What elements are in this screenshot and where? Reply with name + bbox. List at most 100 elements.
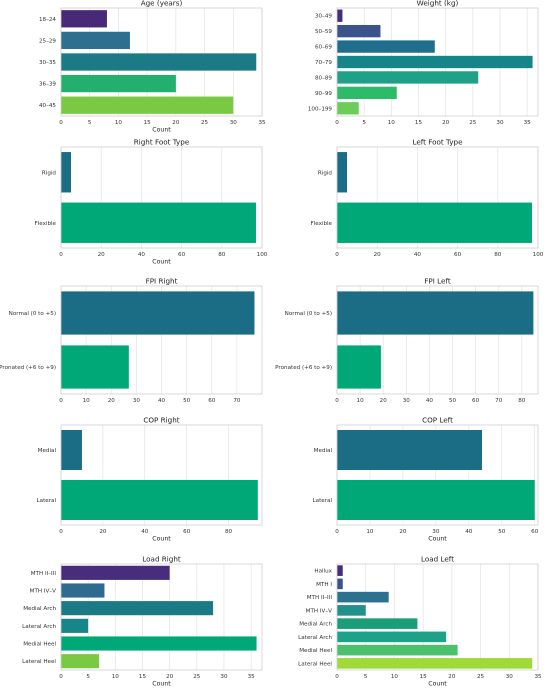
y-tick-label: Pronated (+6 to +9) — [275, 365, 332, 371]
bar — [61, 636, 257, 651]
x-tick-label: 80 — [494, 252, 502, 258]
x-tick-label: 20 — [99, 529, 107, 535]
x-tick-label: 10 — [83, 398, 91, 404]
bar — [61, 480, 258, 520]
y-tick-label: 60–69 — [315, 45, 332, 51]
x-tick-label: 50 — [449, 398, 457, 404]
bar — [61, 96, 234, 114]
bar — [61, 601, 214, 616]
chart-panel-9: Load Right 0 5 10 15 20 25 30 35 MTH II–III MTH IV… — [22, 555, 263, 688]
x-tick-label: 30 — [432, 529, 440, 535]
x-axis-label: Count — [428, 681, 447, 688]
x-tick-label: 40 — [141, 529, 149, 535]
chart-panel-4: Left Foot Type 0 20 40 60 80 100 Rigid Flexible — [310, 138, 543, 259]
y-tick-label: Lateral Heel — [298, 661, 332, 667]
y-tick-label: Lateral Arch — [298, 635, 332, 641]
bar — [337, 591, 389, 603]
chart-panel-2: Weight (kg) 0 5 10 15 20 25 30 35 30–49 50–59 60–69… — [308, 0, 539, 126]
bar — [337, 71, 479, 84]
bar — [61, 291, 255, 335]
x-tick-label: 30 — [220, 674, 228, 680]
x-tick-label: 50 — [183, 398, 191, 404]
y-tick-label: Flexible — [34, 221, 56, 227]
y-tick-label: 90–99 — [315, 91, 332, 97]
x-tick-label: 15 — [420, 674, 428, 680]
x-tick-label: 30 — [496, 120, 504, 126]
x-tick-label: 60 — [531, 529, 539, 535]
bar — [337, 631, 447, 643]
y-tick-label: 40–45 — [39, 103, 56, 109]
y-tick-label: 100–199 — [308, 106, 333, 112]
chart-title: Left Foot Type — [412, 138, 463, 147]
bar — [61, 583, 105, 598]
x-tick-label: 80 — [225, 529, 233, 535]
y-tick-label: Lateral Heel — [22, 659, 56, 665]
y-tick-label: 50–59 — [315, 29, 332, 35]
bar — [61, 53, 257, 71]
x-tick-label: 40 — [426, 398, 434, 404]
chart-title: Weight (kg) — [417, 0, 459, 8]
bar — [337, 202, 532, 243]
y-tick-label: 30–49 — [315, 14, 332, 20]
x-tick-label: 0 — [335, 252, 339, 258]
plot-frame — [336, 285, 539, 395]
plot-frame — [336, 563, 539, 671]
x-tick-label: 100 — [533, 252, 544, 258]
y-tick-label: 70–79 — [315, 60, 332, 66]
chart-panel-10: Load Left 0 5 10 15 20 25 30 35 Hallux MTH I MTH II… — [298, 555, 542, 688]
x-tick-label: 30 — [506, 674, 514, 680]
x-tick-label: 60 — [178, 252, 186, 258]
x-tick-label: 20 — [374, 252, 382, 258]
y-tick-label: Medial — [38, 448, 57, 454]
plot-frame — [60, 563, 263, 671]
x-tick-label: 20 — [442, 120, 450, 126]
bar — [61, 152, 72, 193]
chart-title: Load Left — [421, 555, 454, 564]
x-tick-label: 35 — [248, 674, 256, 680]
y-tick-label: 18–24 — [39, 17, 56, 23]
x-tick-label: 40 — [158, 398, 166, 404]
y-tick-label: Rigid — [42, 170, 57, 176]
y-tick-label: Medial Arch — [299, 622, 332, 628]
x-tick-label: 100 — [257, 252, 268, 258]
x-tick-label: 5 — [364, 674, 368, 680]
y-tick-label: Medial Heel — [299, 648, 332, 654]
chart-panel-8: COP Left 0 10 20 30 40 50 60 Medial Lateral Count — [313, 416, 539, 543]
chart-panel-3: Right Foot Type 0 20 40 60 80 100 Rigid Flexible… — [34, 138, 267, 266]
bar — [61, 10, 107, 28]
x-tick-label: 20 — [166, 674, 174, 680]
x-tick-label: 30 — [230, 120, 238, 126]
bar — [337, 40, 435, 53]
x-tick-label: 5 — [88, 120, 92, 126]
x-axis-label: Count — [152, 259, 171, 266]
x-tick-label: 10 — [115, 120, 123, 126]
x-tick-label: 30 — [403, 398, 411, 404]
x-tick-label: 0 — [335, 398, 339, 404]
x-tick-label: 0 — [335, 674, 339, 680]
bar — [61, 618, 89, 633]
x-tick-label: 50 — [498, 529, 506, 535]
x-tick-label: 70 — [495, 398, 503, 404]
x-tick-label: 0 — [335, 529, 339, 535]
chart-title: COP Right — [143, 416, 179, 425]
x-tick-label: 60 — [183, 529, 191, 535]
y-tick-label: Medial Heel — [23, 642, 56, 648]
plot-frame — [60, 285, 263, 395]
bar — [337, 291, 534, 335]
bar — [337, 345, 381, 389]
y-tick-label: Lateral — [313, 498, 333, 504]
bar — [61, 654, 100, 669]
x-axis-label: Count — [152, 127, 171, 134]
x-tick-label: 10 — [366, 529, 374, 535]
x-tick-label: 80 — [218, 252, 226, 258]
x-tick-label: 10 — [112, 674, 120, 680]
y-tick-label: 25–29 — [39, 38, 56, 44]
plot-frame — [336, 7, 539, 117]
x-tick-label: 25 — [201, 120, 209, 126]
x-tick-label: 25 — [469, 120, 477, 126]
x-tick-label: 15 — [144, 120, 152, 126]
x-axis-label: Count — [152, 536, 171, 543]
bar — [61, 565, 170, 580]
x-tick-label: 0 — [335, 120, 339, 126]
